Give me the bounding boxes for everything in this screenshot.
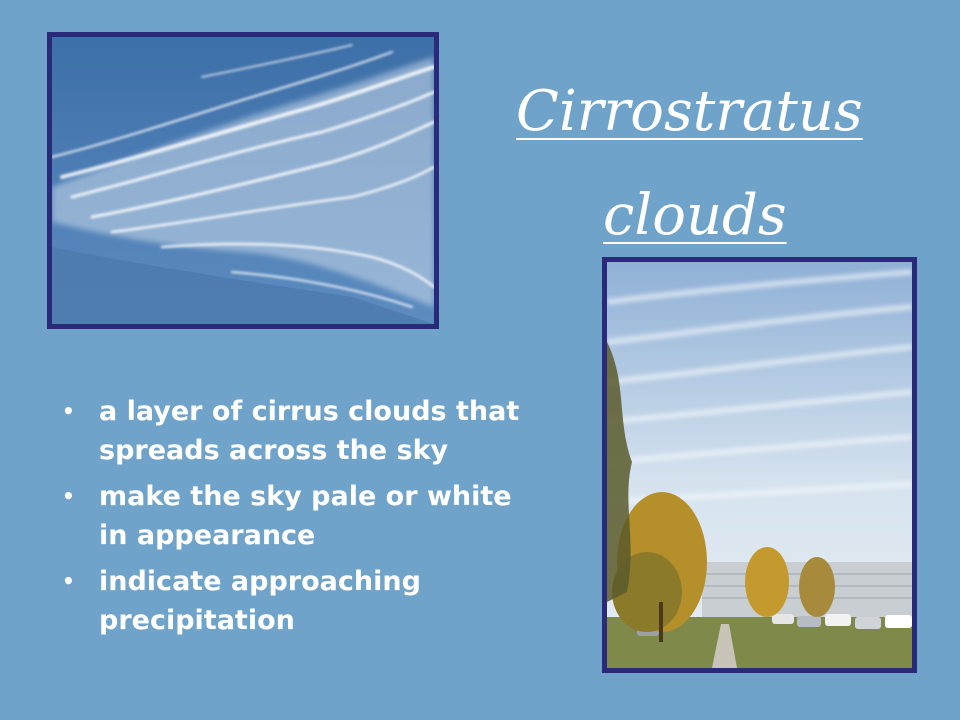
bullet-text: indicate approaching precipitation xyxy=(99,566,421,636)
cirrostratus-sky-photo xyxy=(602,257,917,673)
cirrus-cloud-photo xyxy=(47,32,439,329)
bullet-item: • a layer of cirrus clouds that spreads … xyxy=(62,392,532,470)
bullet-text: make the sky pale or white in appearance xyxy=(99,481,512,551)
bullet-item: • make the sky pale or white in appearan… xyxy=(62,477,532,555)
title-line-2: clouds xyxy=(603,183,787,248)
title-line-1: Cirrostratus xyxy=(516,79,863,144)
bullet-marker: • xyxy=(62,569,75,593)
bullet-item: • indicate approaching precipitation xyxy=(62,562,532,640)
bullet-marker: • xyxy=(62,399,75,423)
bullet-marker: • xyxy=(62,484,75,508)
bullet-text: a layer of cirrus clouds that spreads ac… xyxy=(99,396,520,466)
cirrus-cloud-image xyxy=(52,37,434,324)
bullet-list: • a layer of cirrus clouds that spreads … xyxy=(62,392,532,647)
cirrostratus-sky-image xyxy=(607,262,912,668)
